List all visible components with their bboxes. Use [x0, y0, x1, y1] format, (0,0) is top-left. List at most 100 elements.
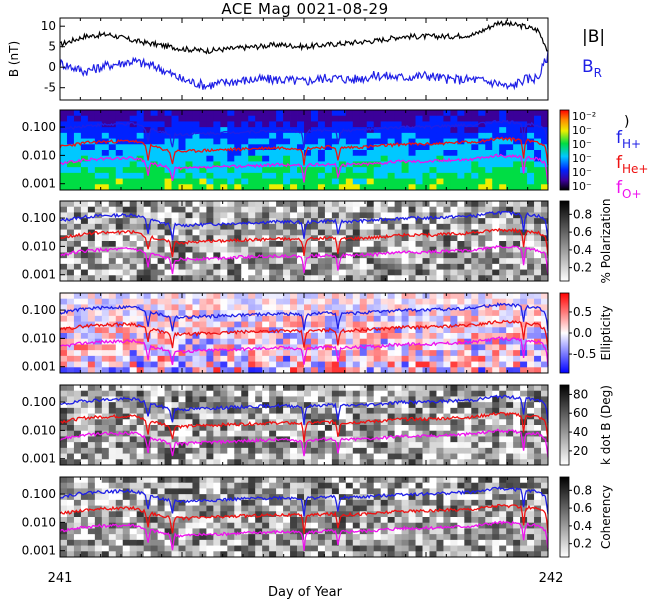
ellipticity-panel-cell	[534, 344, 542, 351]
ellipticity-panel-cell	[331, 338, 340, 345]
polarization-panel-cell	[101, 206, 110, 213]
spectrum-panel-cell	[304, 132, 312, 139]
coherency-panel-cell	[206, 545, 214, 552]
polarization-panel-ytick-label: 0.001	[22, 268, 56, 282]
coherency-panel-cell	[241, 477, 249, 484]
kdotb-panel-cell	[443, 385, 451, 392]
coherency-panel-cell	[136, 488, 145, 495]
ellipticity-panel-cell	[213, 367, 221, 374]
polarization-panel-cell	[478, 252, 486, 259]
polarization-panel-cell	[150, 223, 158, 230]
spectrum-panel-cell	[317, 127, 326, 134]
polarization-panel-cell	[541, 258, 549, 265]
kdotb-panel-cell	[136, 453, 145, 460]
kdotb-panel-cell	[499, 425, 507, 432]
ellipticity-panel-cell	[513, 315, 521, 322]
polarization-panel-cell	[394, 258, 402, 265]
coherency-panel-cell	[227, 539, 235, 546]
coherency-panel-cell	[108, 551, 117, 558]
polarization-panel-cell	[108, 241, 117, 248]
polarization-panel-cell	[157, 223, 165, 230]
coherency-panel-cell	[185, 551, 193, 558]
spectrum-panel-cell	[485, 184, 493, 191]
ellipticity-panel-cell	[192, 293, 200, 300]
ellipticity-panel-cell	[80, 344, 89, 351]
coherency-panel-cell	[101, 545, 110, 552]
kdotb-panel-cell	[157, 430, 165, 437]
kdotb-panel-cell	[506, 419, 514, 426]
kdotb-panel-cell	[373, 442, 382, 449]
kdotb-panel-cell	[478, 390, 486, 397]
ellipticity-panel-cell	[108, 327, 117, 334]
spectrum-panel-cell	[380, 161, 389, 168]
kdotb-panel-cell	[185, 447, 193, 454]
spectrum-panel-cell	[415, 144, 423, 151]
coherency-panel-cell	[283, 545, 291, 552]
polarization-panel-cell	[164, 241, 172, 248]
coherency-panel-cell	[87, 517, 96, 524]
kdotb-panel-cell	[506, 413, 514, 420]
ellipticity-panel-cell	[310, 338, 319, 345]
ellipticity-panel-cell	[283, 321, 291, 328]
kdotb-panel-cell	[464, 419, 472, 426]
spectrum-panel-cell	[80, 121, 89, 128]
polarization-panel-cell	[171, 235, 179, 242]
coherency-panel-cell	[213, 505, 221, 512]
polarization-panel-cell	[485, 252, 493, 259]
ellipticity-panel-cell	[366, 355, 375, 362]
kdotb-panel-cell	[136, 396, 145, 403]
polarization-panel-cell	[492, 258, 500, 265]
spectrum-panel-cell	[220, 121, 228, 128]
coherency-panel-cell	[192, 499, 200, 506]
spectrum-panel-cell	[373, 132, 382, 139]
coherency-panel-cell	[157, 494, 165, 501]
polarization-panel-cell	[101, 275, 110, 282]
kdotb-panel-cell	[213, 385, 221, 392]
spectrum-panel-cell	[366, 121, 375, 128]
kdotb-panel-ytick-label: 0.001	[22, 452, 56, 466]
ellipticity-panel-cell	[136, 321, 145, 328]
polarization-panel-cell	[213, 212, 221, 219]
coherency-panel-cell	[164, 545, 172, 552]
ellipticity-panel-cell	[527, 344, 535, 351]
polarization-panel-cell	[297, 206, 305, 213]
polarization-panel-cell	[192, 263, 200, 270]
ellipticity-panel-cell	[290, 293, 298, 300]
coherency-panel-cell	[213, 494, 221, 501]
coherency-panel-cell	[115, 534, 124, 541]
polarization-panel-cell	[359, 263, 368, 270]
spectrum-panel-cell	[143, 172, 152, 179]
spectrum-panel-cell	[234, 132, 242, 139]
kdotb-panel-cell	[415, 425, 423, 432]
ellipticity-panel-cell	[227, 350, 235, 357]
spectrum-panel-cell	[199, 132, 207, 139]
coherency-panel-cell	[324, 499, 333, 506]
coherency-panel-cell	[304, 477, 312, 484]
spectrum-panel-cell	[478, 172, 486, 179]
coherency-panel-cell	[136, 499, 145, 506]
kdotb-panel-cell	[122, 425, 131, 432]
kdotb-panel-cell	[164, 436, 172, 443]
spectrum-panel-cell	[450, 167, 458, 174]
polarization-panel-cell	[227, 275, 235, 282]
ellipticity-panel-cell	[269, 298, 277, 305]
ellipticity-panel-cell	[94, 315, 103, 322]
kdotb-panel-cell	[220, 425, 228, 432]
kdotb-panel-cell	[136, 407, 145, 414]
kdotb-panel-cell	[527, 459, 535, 466]
kdotb-panel-cell	[387, 436, 396, 443]
ellipticity-panel-cell	[331, 315, 340, 322]
ellipticity-panel-cell	[192, 310, 200, 317]
polarization-panel-cell	[394, 275, 402, 282]
ellipticity-panel-cell	[171, 321, 179, 328]
kdotb-panel-cell	[80, 447, 89, 454]
kdotb-panel-cell	[206, 459, 214, 466]
spectrum-panel-cell	[429, 155, 437, 162]
kdotb-panel-cell	[220, 436, 228, 443]
kdotb-panel-cell	[213, 419, 221, 426]
ellipticity-panel-cell	[387, 344, 396, 351]
kdotb-panel-cell	[408, 447, 416, 454]
spectrum-panel-cell	[171, 161, 179, 168]
kdotb-panel-cell	[499, 396, 507, 403]
polarization-panel-cell	[380, 252, 389, 259]
